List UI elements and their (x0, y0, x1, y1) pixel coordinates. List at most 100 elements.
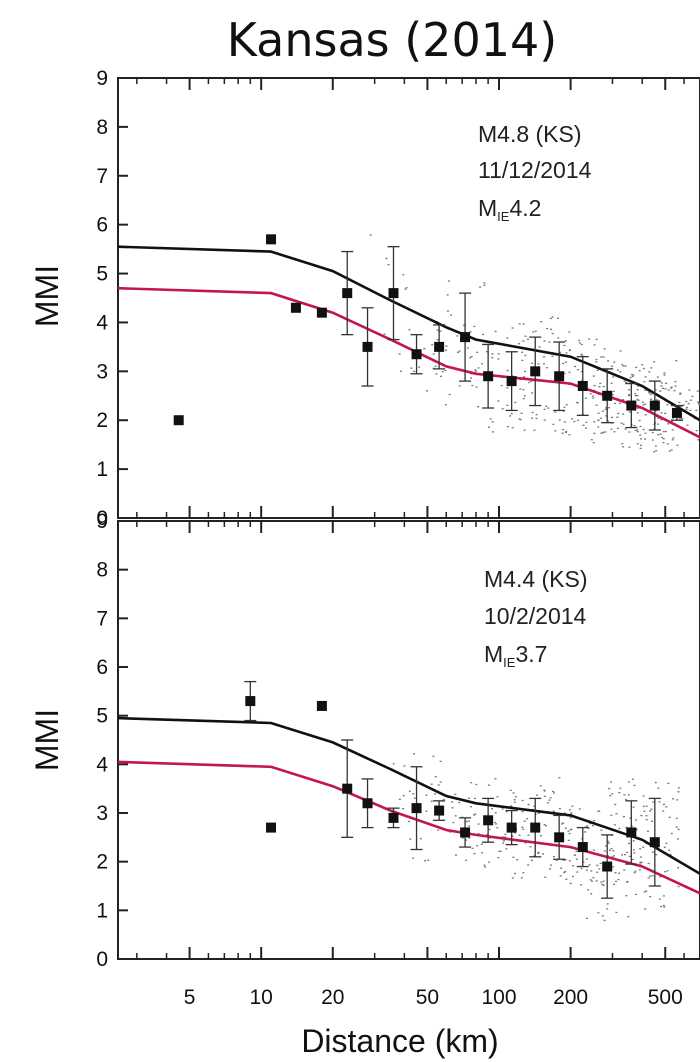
observation-point (635, 828, 638, 830)
observation-point (641, 364, 644, 366)
observation-point (644, 432, 647, 434)
observation-point (570, 812, 573, 814)
observation-point (602, 884, 605, 886)
observation-point (514, 872, 517, 875)
observation-point (632, 374, 635, 376)
observation-point (516, 859, 519, 861)
binned-means-bottom (244, 680, 661, 899)
observation-point (633, 852, 636, 854)
observation-point (679, 418, 682, 420)
observation-point (660, 385, 663, 387)
observation-point (533, 429, 536, 431)
observation-point (430, 783, 433, 785)
observation-point (608, 407, 611, 409)
observation-point (562, 429, 565, 431)
observation-point (576, 369, 579, 371)
observation-point (537, 852, 540, 854)
observation-point (402, 808, 405, 810)
observation-point (531, 411, 534, 414)
observation-point (662, 438, 665, 440)
observation-point (632, 840, 635, 842)
observation-point (571, 418, 574, 420)
observation-point (664, 871, 667, 873)
observation-point (585, 421, 588, 424)
observation-point (639, 447, 642, 450)
observation-point (597, 810, 600, 812)
observation-point (590, 439, 593, 441)
observation-point (596, 871, 599, 873)
binned-mean-point (649, 837, 660, 848)
binned-mean-point (411, 349, 422, 360)
observation-point (649, 875, 652, 877)
y-axis-label-bottom: MMI (29, 709, 65, 771)
observation-point (599, 382, 602, 385)
observation-point (437, 829, 440, 831)
observation-point (612, 855, 615, 857)
observation-point (626, 851, 629, 854)
observation-point (563, 372, 566, 375)
observation-point (589, 393, 592, 395)
chart-title: Kansas (2014) (227, 13, 557, 67)
observation-point (530, 859, 533, 861)
observation-point (398, 798, 401, 801)
observation-point (576, 871, 579, 873)
observation-point (568, 371, 571, 374)
observation-point (488, 828, 491, 831)
observation-point (610, 814, 613, 817)
observation-point (431, 344, 434, 346)
observation-point (658, 801, 661, 803)
observation-point (532, 331, 535, 333)
observation-point (461, 837, 464, 839)
observation-point (552, 792, 555, 794)
observation-point (613, 361, 616, 363)
observation-point (506, 426, 509, 428)
observation-point (640, 861, 643, 863)
observation-point (599, 417, 602, 419)
observation-point (667, 423, 670, 425)
observation-point (612, 376, 615, 378)
observation-point (522, 828, 525, 830)
annotation-date-top: 11/12/2014 (478, 157, 592, 183)
observation-point (432, 353, 435, 355)
observation-point (454, 854, 457, 856)
observation-point (601, 915, 604, 917)
observation-point (638, 369, 641, 372)
observation-point (563, 812, 566, 814)
observation-point (533, 855, 536, 857)
observation-point (623, 794, 626, 796)
observation-point (648, 391, 651, 393)
binned-means-top (173, 234, 683, 431)
observation-point (677, 828, 680, 831)
y-tick-label-bottom: 2 (96, 851, 108, 874)
observation-point (549, 317, 552, 320)
observation-point (519, 418, 522, 421)
observation-point (610, 781, 613, 783)
observation-point (413, 370, 416, 373)
observation-point (419, 838, 422, 840)
observation-point (595, 880, 598, 882)
observation-point (623, 380, 626, 382)
observation-point (521, 351, 524, 353)
observation-point (573, 420, 576, 423)
observation-point (586, 825, 589, 827)
binned-mean-point (530, 822, 541, 833)
observation-point (611, 793, 614, 795)
observation-point (682, 404, 685, 406)
observation-point (485, 350, 488, 353)
observation-point (544, 876, 547, 878)
observation-point (632, 849, 635, 851)
observation-point (618, 827, 621, 830)
observation-point (465, 820, 468, 823)
observation-point (635, 893, 638, 896)
observation-point (533, 805, 536, 807)
observation-point (677, 867, 680, 869)
binned-mean-point (577, 842, 588, 853)
y-tick-label-top: 3 (96, 360, 108, 383)
observation-point (698, 403, 700, 406)
y-tick-label-bottom: 6 (96, 656, 108, 679)
observation-point (662, 895, 665, 897)
observation-point (644, 389, 647, 391)
observation-point (598, 868, 601, 870)
observation-point (409, 838, 412, 840)
observation-point (622, 365, 625, 367)
